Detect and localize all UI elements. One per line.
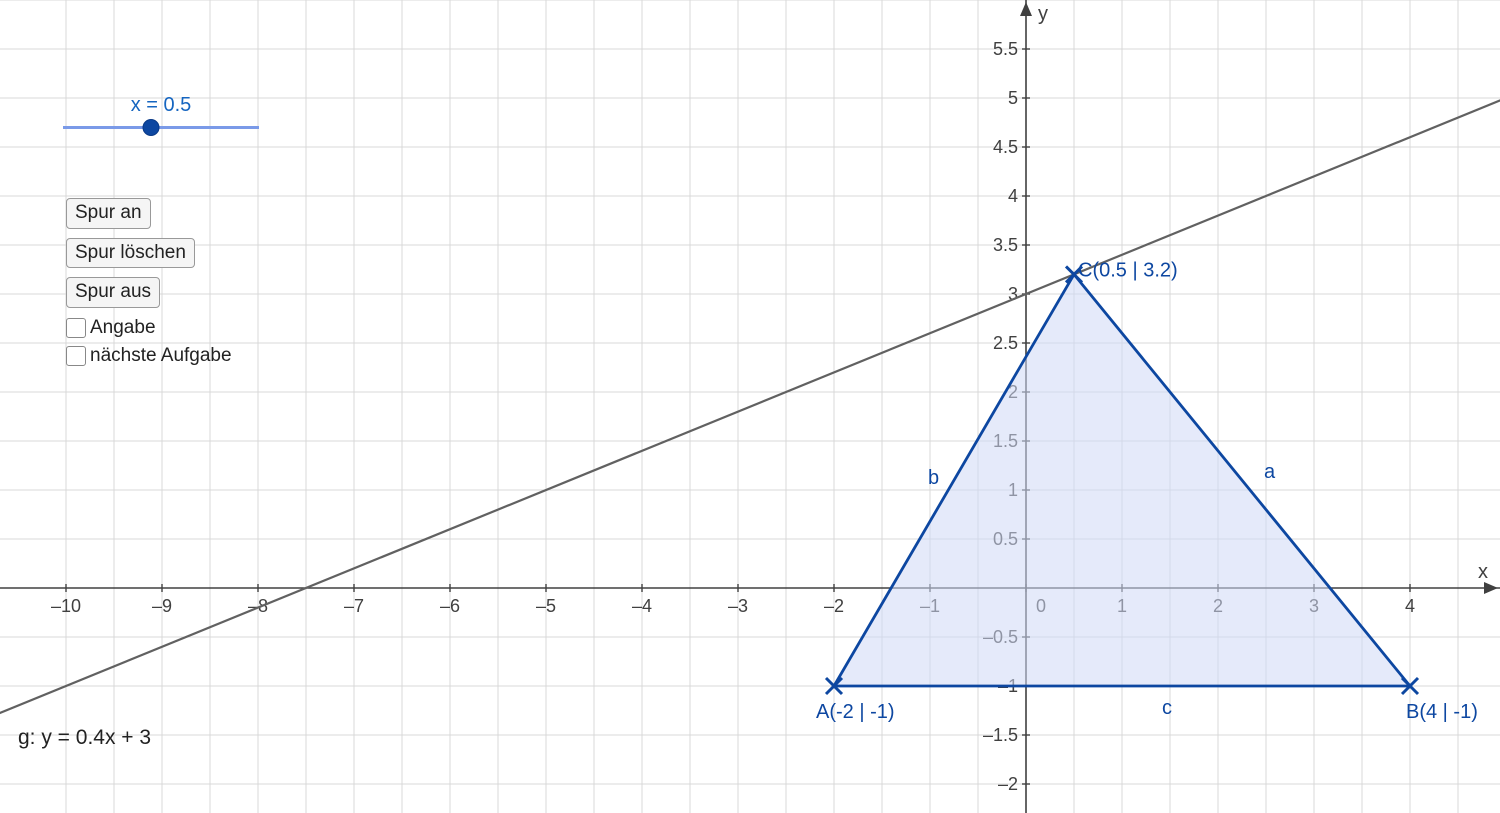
checkbox-row-next[interactable]: nächste Aufgabe <box>66 345 232 367</box>
slider-track[interactable] <box>63 126 259 129</box>
checkbox-label: Angabe <box>90 317 156 339</box>
svg-text:–2: –2 <box>998 774 1018 794</box>
svg-text:B(4 | -1): B(4 | -1) <box>1406 701 1478 723</box>
svg-text:–9: –9 <box>152 596 172 616</box>
svg-text:–5: –5 <box>536 596 556 616</box>
checkbox-icon[interactable] <box>66 318 86 338</box>
svg-text:–4: –4 <box>632 596 652 616</box>
checkbox-row-angabe[interactable]: Angabe <box>66 317 232 339</box>
svg-text:–6: –6 <box>440 596 460 616</box>
svg-text:b: b <box>928 467 939 489</box>
svg-text:5: 5 <box>1008 88 1018 108</box>
svg-text:–7: –7 <box>344 596 364 616</box>
svg-text:A(-2 | -1): A(-2 | -1) <box>816 701 895 723</box>
svg-text:–8: –8 <box>248 596 268 616</box>
svg-text:–1.5: –1.5 <box>983 725 1018 745</box>
slider-x[interactable]: x = 0.5 <box>63 94 259 135</box>
trace-off-button[interactable]: Spur aus <box>66 277 160 308</box>
svg-text:4.5: 4.5 <box>993 137 1018 157</box>
svg-text:–2: –2 <box>824 596 844 616</box>
controls-panel: Spur an Spur löschen Spur aus Angabe näc… <box>66 198 232 373</box>
slider-handle[interactable] <box>143 119 160 136</box>
trace-clear-button[interactable]: Spur löschen <box>66 238 195 269</box>
svg-text:4: 4 <box>1405 596 1415 616</box>
trace-on-button[interactable]: Spur an <box>66 198 151 229</box>
svg-text:–10: –10 <box>51 596 81 616</box>
slider-label: x = 0.5 <box>63 94 259 119</box>
svg-text:5.5: 5.5 <box>993 39 1018 59</box>
svg-text:c: c <box>1162 697 1172 719</box>
checkbox-label: nächste Aufgabe <box>90 345 232 367</box>
svg-text:x: x <box>1478 561 1488 583</box>
svg-text:a: a <box>1264 461 1276 483</box>
line-equation-label: g: y = 0.4x + 3 <box>18 726 151 750</box>
svg-text:2.5: 2.5 <box>993 333 1018 353</box>
svg-text:C(0.5 | 3.2): C(0.5 | 3.2) <box>1078 259 1178 281</box>
svg-text:4: 4 <box>1008 186 1018 206</box>
svg-text:3.5: 3.5 <box>993 235 1018 255</box>
svg-text:–3: –3 <box>728 596 748 616</box>
checkbox-icon[interactable] <box>66 346 86 366</box>
svg-text:y: y <box>1038 3 1048 25</box>
